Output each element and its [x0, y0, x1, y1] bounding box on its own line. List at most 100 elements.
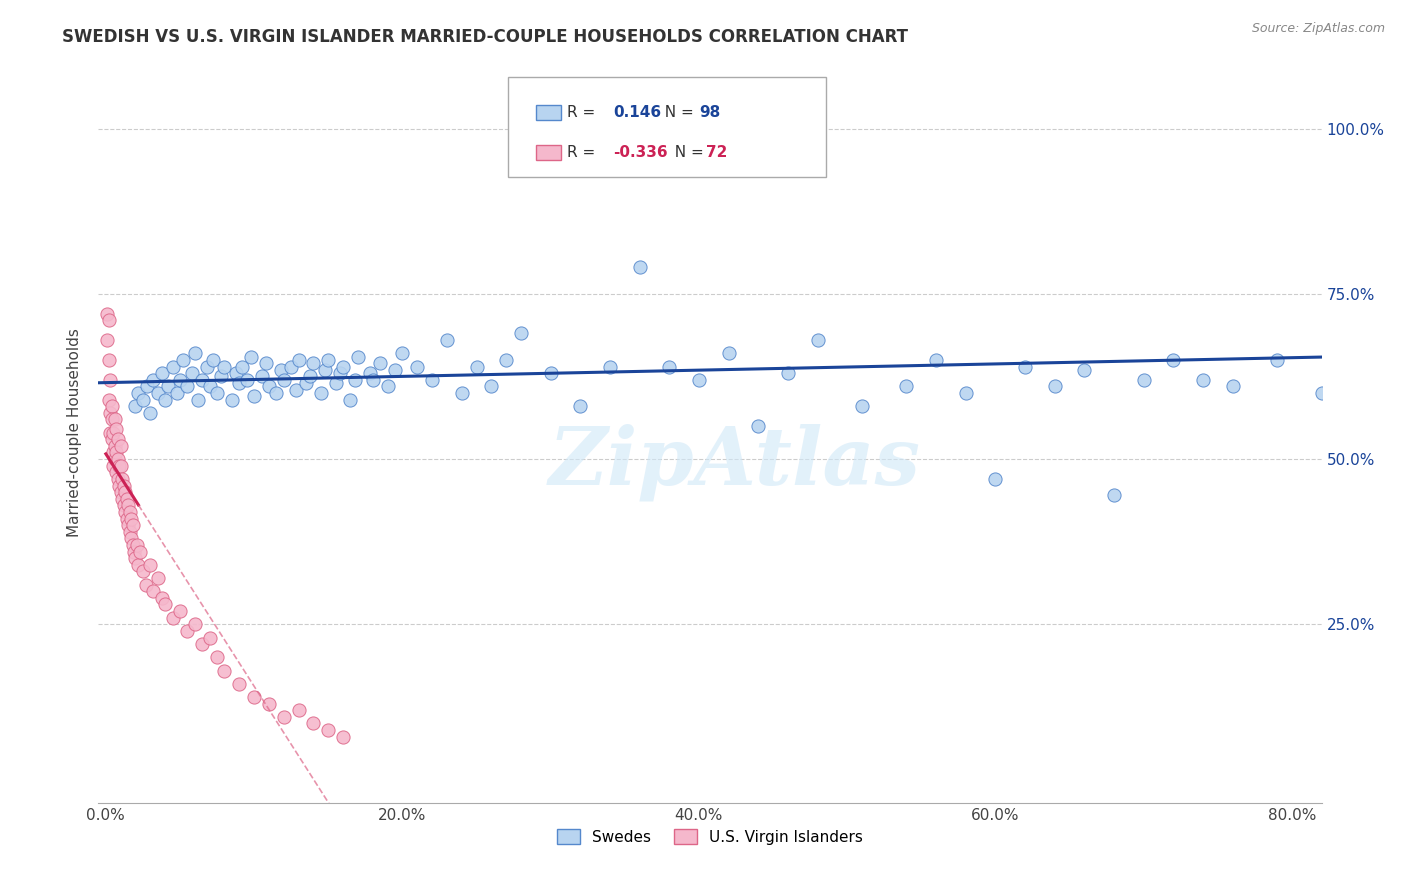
- Point: [225, 366, 247, 380]
- Point: [332, 730, 354, 744]
- Point: [436, 333, 458, 347]
- Point: [97, 392, 120, 407]
- Point: [172, 352, 194, 367]
- Point: [510, 326, 533, 341]
- Point: [117, 518, 139, 533]
- Point: [465, 359, 488, 374]
- Point: [1340, 363, 1362, 377]
- Point: [117, 499, 139, 513]
- Point: [169, 373, 191, 387]
- Point: [114, 505, 136, 519]
- Point: [195, 359, 218, 374]
- Text: R =: R =: [567, 104, 600, 120]
- Point: [157, 379, 180, 393]
- Point: [176, 379, 198, 393]
- Point: [628, 260, 651, 275]
- Text: 98: 98: [699, 104, 720, 120]
- Point: [314, 363, 336, 377]
- Point: [112, 478, 135, 492]
- Point: [121, 518, 143, 533]
- Point: [266, 386, 288, 401]
- Point: [124, 399, 146, 413]
- FancyBboxPatch shape: [508, 78, 827, 178]
- Point: [329, 366, 352, 380]
- Point: [201, 352, 224, 367]
- Point: [287, 352, 309, 367]
- Point: [111, 472, 134, 486]
- Point: [104, 412, 127, 426]
- Point: [391, 346, 413, 360]
- Point: [1399, 207, 1406, 221]
- Point: [105, 422, 128, 436]
- Point: [1369, 121, 1392, 136]
- Point: [377, 379, 399, 393]
- Point: [162, 359, 184, 374]
- Point: [1163, 352, 1185, 367]
- Text: N =: N =: [655, 104, 699, 120]
- Point: [243, 690, 266, 704]
- Point: [115, 491, 138, 506]
- Point: [120, 511, 142, 525]
- Point: [273, 373, 295, 387]
- Point: [198, 631, 221, 645]
- Point: [111, 491, 134, 506]
- Point: [146, 571, 169, 585]
- Point: [108, 458, 131, 473]
- Point: [235, 373, 257, 387]
- Point: [776, 366, 799, 380]
- Point: [309, 386, 332, 401]
- Point: [184, 617, 207, 632]
- Point: [806, 333, 828, 347]
- Point: [98, 373, 121, 387]
- Point: [984, 472, 1007, 486]
- Text: -0.336: -0.336: [613, 145, 668, 160]
- Point: [169, 604, 191, 618]
- Point: [107, 472, 129, 486]
- Point: [124, 551, 146, 566]
- Point: [139, 558, 162, 572]
- Point: [273, 710, 295, 724]
- Point: [103, 425, 125, 440]
- Point: [343, 373, 366, 387]
- Point: [1132, 373, 1154, 387]
- Point: [100, 432, 122, 446]
- Point: [105, 445, 128, 459]
- Point: [347, 350, 370, 364]
- Point: [1310, 386, 1333, 401]
- Point: [107, 452, 129, 467]
- Point: [105, 465, 128, 479]
- Point: [450, 386, 472, 401]
- Point: [359, 366, 381, 380]
- Point: [361, 373, 384, 387]
- Text: Source: ZipAtlas.com: Source: ZipAtlas.com: [1251, 22, 1385, 36]
- Point: [214, 664, 236, 678]
- Point: [96, 333, 118, 347]
- Point: [332, 359, 354, 374]
- Point: [1043, 379, 1066, 393]
- Point: [221, 392, 243, 407]
- Point: [122, 544, 145, 558]
- Point: [97, 352, 120, 367]
- Point: [150, 366, 173, 380]
- Point: [302, 716, 325, 731]
- Point: [851, 399, 873, 413]
- Point: [187, 392, 209, 407]
- Point: [1073, 363, 1095, 377]
- Point: [717, 346, 740, 360]
- Point: [747, 419, 769, 434]
- Point: [205, 650, 228, 665]
- Text: R =: R =: [567, 145, 600, 160]
- Point: [166, 386, 188, 401]
- Point: [228, 376, 250, 390]
- Point: [139, 406, 162, 420]
- Point: [110, 458, 132, 473]
- Point: [1102, 488, 1125, 502]
- Point: [98, 425, 121, 440]
- Point: [257, 697, 280, 711]
- Point: [142, 584, 165, 599]
- Text: SWEDISH VS U.S. VIRGIN ISLANDER MARRIED-COUPLE HOUSEHOLDS CORRELATION CHART: SWEDISH VS U.S. VIRGIN ISLANDER MARRIED-…: [62, 28, 908, 45]
- Point: [129, 544, 152, 558]
- Point: [104, 452, 127, 467]
- Point: [110, 485, 132, 500]
- Point: [287, 703, 309, 717]
